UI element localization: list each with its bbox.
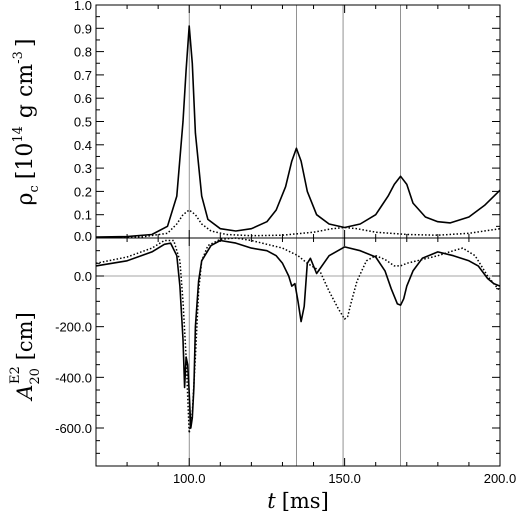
- top-y-axis-label: ρc [1014 g cm-3]: [11, 39, 42, 206]
- series-dotted-line: [95, 209, 501, 239]
- x-tick-label: 100.0: [173, 471, 206, 486]
- y-tick-label: 0.0: [74, 269, 92, 284]
- y-tick-label: 0.1: [74, 208, 92, 223]
- top-ticks: [95, 4, 501, 239]
- y-tick-label: 0.0: [74, 229, 92, 244]
- bottom-ticks: [95, 237, 501, 467]
- bottom-ylabel-unit: [cm]: [13, 312, 37, 360]
- bottom-ylabel-sub: 20: [28, 368, 43, 385]
- top-ylabel-mid: g cm: [13, 64, 38, 118]
- y-tick-label: -200.0: [55, 320, 92, 335]
- bottom-x-tick-labels: 100.0 150.0 200.0: [173, 471, 516, 486]
- y-tick-label: 0.2: [74, 184, 92, 199]
- svg-text:A20E2[cm]: A20 E2 [cm]: [8, 312, 43, 402]
- series-solid-line: [95, 239, 501, 429]
- svg-text:ρc[1014g cm-3]: ρc [1014 g cm-3]: [11, 39, 42, 206]
- top-ylabel-rho: ρ: [13, 193, 38, 206]
- x-tick-label: 200.0: [484, 471, 517, 486]
- bottom-panel: 0.0 -200.0 -400.0 -600.0 100.0 150.0 200.0 A2…: [8, 237, 516, 513]
- y-tick-label: -600.0: [55, 421, 92, 436]
- bottom-y-tick-labels: 0.0 -200.0 -400.0 -600.0: [55, 269, 92, 436]
- bottom-vlines: [188, 238, 401, 466]
- x-tick-label: 150.0: [328, 471, 361, 486]
- top-series: [95, 25, 501, 239]
- bottom-ylabel-main: A: [13, 385, 37, 402]
- y-tick-label: 0.3: [74, 161, 92, 176]
- y-tick-label: 0.6: [74, 91, 92, 106]
- y-tick-label: 0.7: [74, 68, 92, 83]
- xlabel-var: t: [267, 489, 276, 513]
- y-tick-label: 1.0: [74, 0, 92, 13]
- top-ylabel-pre: [10: [13, 143, 38, 180]
- bottom-plot-frame: [95, 237, 501, 467]
- top-y-tick-labels: 0.0 0.1 0.2 0.3 0.4 0.5 0.6 0.7 0.8 0.9 1.0: [74, 0, 92, 244]
- y-tick-label: -400.0: [55, 370, 92, 385]
- bottom-y-axis-label: A20 E2 [cm]: [8, 312, 43, 402]
- y-tick-label: 0.9: [74, 21, 92, 36]
- top-panel: 0.0 0.1 0.2 0.3 0.4 0.5 0.6 0.7 0.8 0.9 1.0 ρc [101…: [11, 0, 501, 244]
- top-ylabel-sub: c: [27, 185, 42, 192]
- bottom-x-axis-label: t [ms]: [267, 489, 329, 513]
- top-ylabel-exp2: -3: [11, 51, 26, 64]
- series-dotted-line: [95, 237, 501, 434]
- y-tick-label: 0.4: [74, 138, 92, 153]
- y-tick-label: 0.8: [74, 45, 92, 60]
- top-plot-frame: [95, 4, 501, 239]
- y-tick-label: 0.5: [74, 115, 92, 130]
- top-vlines: [188, 5, 401, 238]
- top-ylabel-exp1: 14: [11, 126, 26, 143]
- xlabel-unit: [ms]: [282, 489, 329, 513]
- top-ylabel-post: ]: [13, 39, 38, 48]
- bottom-ylabel-sup: E2: [8, 366, 23, 384]
- bottom-series: [95, 237, 501, 434]
- series-solid-line: [95, 25, 501, 238]
